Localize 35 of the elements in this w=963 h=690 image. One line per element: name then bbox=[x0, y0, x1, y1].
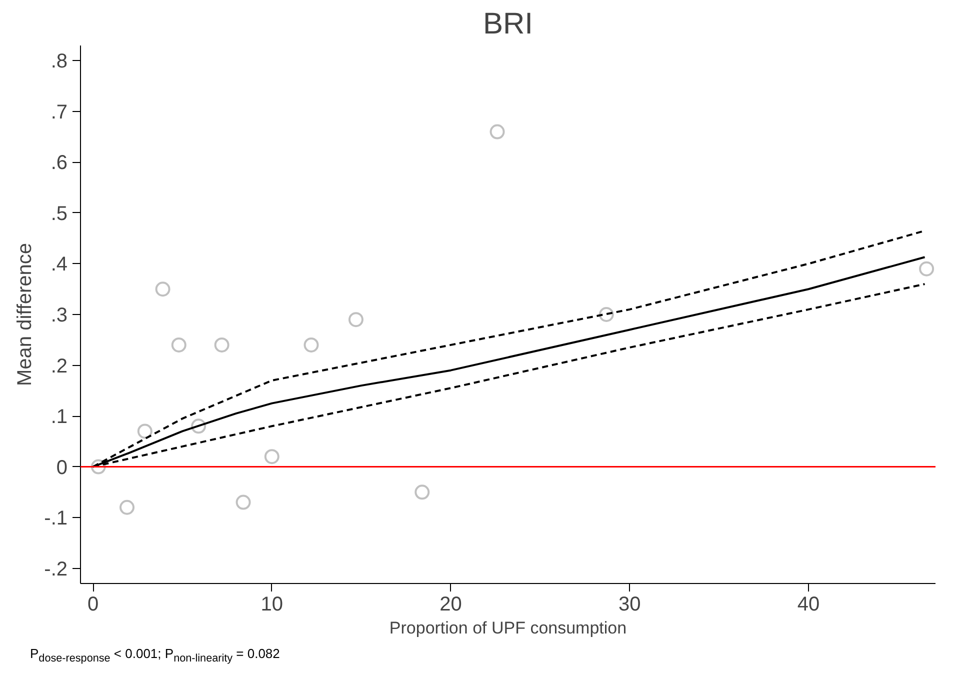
y-tick-label: .2 bbox=[50, 355, 68, 378]
text: P$_{dose-response}$ < 0.001; P$_{non-linearity}$ = 0.082 bbox=[30, 645, 280, 667]
y-tick-label: 0 bbox=[56, 456, 68, 479]
point bbox=[598, 307, 614, 322]
y-tick-label: .6 bbox=[50, 152, 68, 174]
point bbox=[214, 337, 230, 352]
x-tick-label: 0 bbox=[87, 594, 99, 616]
point bbox=[304, 337, 319, 352]
y-tick-label: .7 bbox=[50, 101, 68, 124]
point bbox=[137, 424, 152, 439]
x-axis-title: Proportion of UPF consumption bbox=[389, 618, 627, 638]
x-tick-label: 10 bbox=[260, 594, 284, 616]
point bbox=[236, 494, 251, 510]
point bbox=[171, 337, 186, 352]
x-tick-label: 40 bbox=[797, 594, 820, 616]
y-tick-label: .3 bbox=[50, 304, 68, 326]
point bbox=[348, 312, 364, 328]
point bbox=[90, 459, 106, 474]
y-tick-label: .4 bbox=[50, 254, 68, 276]
point bbox=[414, 484, 430, 500]
y-tick-label: .1 bbox=[50, 406, 68, 428]
x-tick-label: 30 bbox=[618, 594, 641, 616]
y-tick-label: .8 bbox=[50, 50, 68, 73]
point bbox=[490, 124, 505, 140]
point bbox=[264, 449, 280, 464]
y-tick-label: .5 bbox=[50, 202, 68, 225]
point bbox=[919, 261, 934, 276]
y-axis-title: Mean difference bbox=[14, 242, 36, 386]
y-tick-label: -.2 bbox=[44, 558, 68, 580]
chart-title: BRI bbox=[482, 8, 534, 40]
point bbox=[155, 282, 170, 297]
x-tick-label: 20 bbox=[440, 594, 462, 616]
y-tick-label: -.1 bbox=[44, 508, 68, 530]
point bbox=[120, 500, 135, 515]
point bbox=[191, 418, 206, 434]
